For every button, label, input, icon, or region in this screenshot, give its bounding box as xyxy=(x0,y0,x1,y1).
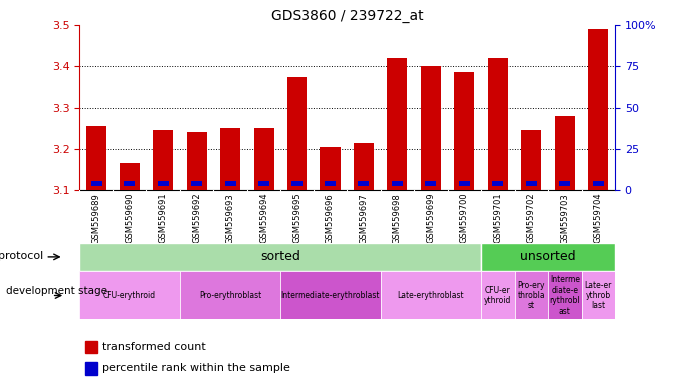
Bar xyxy=(258,181,269,186)
Bar xyxy=(220,128,240,190)
Bar xyxy=(481,243,615,271)
Bar xyxy=(292,181,303,186)
Bar xyxy=(582,271,615,319)
Bar xyxy=(187,132,207,190)
Bar xyxy=(281,271,381,319)
Bar xyxy=(421,66,441,190)
Bar xyxy=(588,29,608,190)
Text: protocol: protocol xyxy=(0,250,44,260)
Title: GDS3860 / 239722_at: GDS3860 / 239722_at xyxy=(271,8,424,23)
Bar xyxy=(515,271,548,319)
Bar xyxy=(91,181,102,186)
Text: Interme
diate-e
rythrobl
ast: Interme diate-e rythrobl ast xyxy=(549,275,580,316)
Text: Pro-erythroblast: Pro-erythroblast xyxy=(199,291,261,300)
Bar xyxy=(85,362,97,375)
Bar xyxy=(392,181,403,186)
Text: sorted: sorted xyxy=(261,250,300,263)
Text: CFU-er
ythroid: CFU-er ythroid xyxy=(484,286,511,305)
Bar xyxy=(321,147,341,190)
Bar xyxy=(559,181,570,186)
Bar xyxy=(191,181,202,186)
Bar xyxy=(79,271,180,319)
Bar xyxy=(158,181,169,186)
Bar xyxy=(354,142,374,190)
Bar xyxy=(426,181,437,186)
Bar xyxy=(120,163,140,190)
Bar xyxy=(488,58,508,190)
Text: Late-er
ythrob
last: Late-er ythrob last xyxy=(585,281,612,310)
Bar xyxy=(359,181,370,186)
Bar xyxy=(85,341,97,353)
Bar xyxy=(521,130,541,190)
Text: development stage: development stage xyxy=(6,286,107,296)
Bar xyxy=(225,181,236,186)
Bar xyxy=(325,181,336,186)
Bar xyxy=(555,116,575,190)
Bar xyxy=(481,271,515,319)
Bar xyxy=(254,128,274,190)
Bar xyxy=(153,130,173,190)
Bar xyxy=(381,271,481,319)
Bar xyxy=(454,73,475,190)
Text: Intermediate-erythroblast: Intermediate-erythroblast xyxy=(281,291,380,300)
Bar xyxy=(526,181,537,186)
Bar xyxy=(459,181,470,186)
Bar xyxy=(593,181,604,186)
Bar xyxy=(492,181,503,186)
Bar xyxy=(548,271,582,319)
Text: Pro-ery
throbla
st: Pro-ery throbla st xyxy=(518,281,545,310)
Text: unsorted: unsorted xyxy=(520,250,576,263)
Bar xyxy=(124,181,135,186)
Bar xyxy=(287,76,307,190)
Bar xyxy=(86,126,106,190)
Text: Late-erythroblast: Late-erythroblast xyxy=(397,291,464,300)
Text: CFU-erythroid: CFU-erythroid xyxy=(103,291,156,300)
Bar xyxy=(388,58,408,190)
Text: transformed count: transformed count xyxy=(102,342,206,352)
Text: percentile rank within the sample: percentile rank within the sample xyxy=(102,363,290,373)
Bar xyxy=(180,271,281,319)
Bar xyxy=(79,243,481,271)
